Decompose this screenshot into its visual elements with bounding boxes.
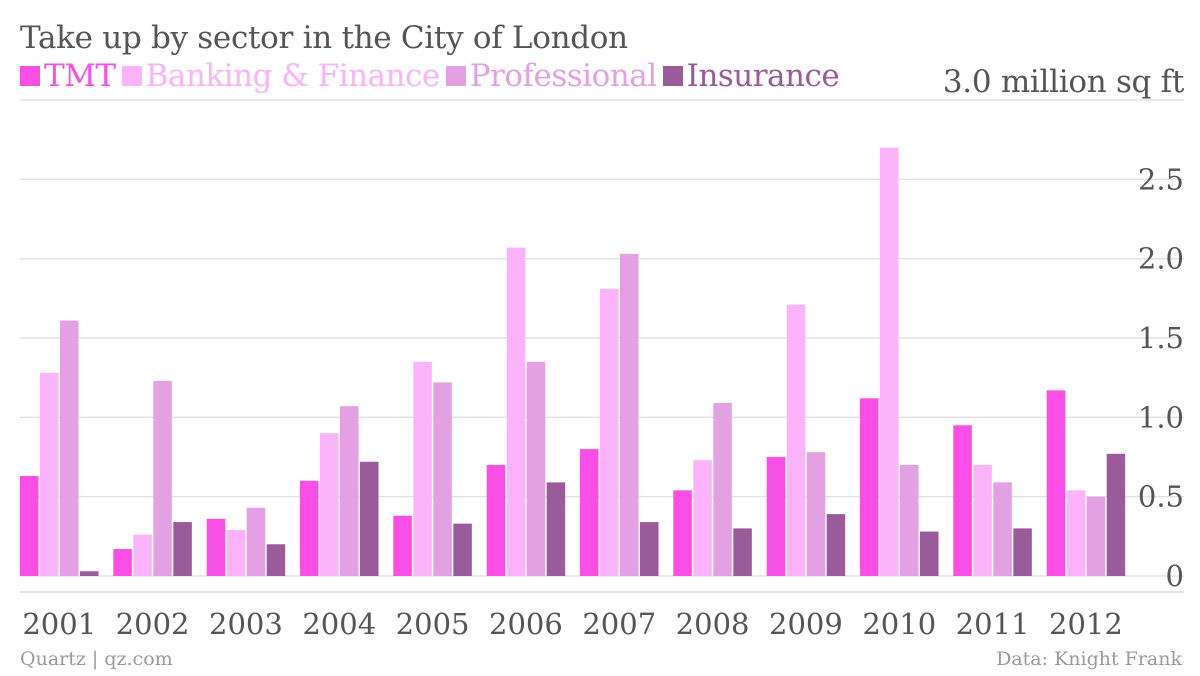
- bar-banking-finance-2012: [1066, 490, 1086, 576]
- bar-tmt-2004: [300, 480, 319, 576]
- bar-banking-finance-2011: [973, 464, 992, 576]
- bar-insurance-2006: [546, 482, 566, 576]
- bar-insurance-2001: [80, 571, 99, 576]
- bar-tmt-2011: [953, 425, 972, 576]
- legend-label-tmt: TMT: [44, 58, 116, 94]
- bar-tmt-2009: [766, 457, 786, 576]
- legend-item-tmt: TMT: [20, 58, 116, 94]
- x-tick-label: 2003: [209, 607, 283, 641]
- bar-banking-finance-2006: [506, 247, 526, 576]
- bar-insurance-2005: [453, 523, 472, 576]
- bar-tmt-2007: [580, 449, 599, 576]
- bar-tmt-2005: [393, 515, 412, 576]
- bar-professional-2012: [1086, 496, 1106, 576]
- bar-professional-2004: [340, 406, 359, 576]
- footer-credit: Quartz | qz.com: [20, 648, 173, 670]
- y-tick-label: 1.0: [1138, 400, 1184, 434]
- y-tick-label: 0.5: [1138, 480, 1184, 514]
- legend-item-insurance: Insurance: [662, 58, 840, 94]
- bar-insurance-2002: [173, 522, 192, 576]
- y-tick-label: 1.5: [1138, 321, 1184, 355]
- bar-professional-2008: [713, 403, 732, 576]
- bar-banking-finance-2004: [320, 433, 339, 576]
- bar-banking-finance-2003: [226, 529, 246, 576]
- bar-banking-finance-2001: [40, 372, 59, 576]
- bar-insurance-2007: [640, 522, 659, 576]
- legend-item-banking-finance: Banking & Finance: [121, 58, 441, 94]
- bar-banking-finance-2009: [786, 304, 806, 576]
- bar-professional-2005: [433, 382, 452, 576]
- x-tick-label: 2002: [116, 607, 190, 641]
- y-axis-unit-label: 3.0 million sq ft: [942, 64, 1184, 100]
- bar-banking-finance-2010: [880, 147, 899, 576]
- x-tick-label: 2001: [22, 607, 96, 641]
- bar-insurance-2012: [1106, 453, 1126, 576]
- legend-swatch-banking-finance: [121, 66, 142, 86]
- bar-banking-finance-2002: [133, 534, 152, 576]
- legend-label-insurance: Insurance: [686, 58, 840, 94]
- bar-tmt-2003: [206, 518, 226, 576]
- bar-tmt-2010: [860, 398, 879, 576]
- legend: TMT Banking & Finance Professional Insur…: [20, 58, 845, 94]
- x-tick-label: 2007: [582, 607, 656, 641]
- bar-professional-2010: [900, 464, 919, 576]
- x-tick-label: 2011: [956, 607, 1030, 641]
- footer-source: Data: Knight Frank: [996, 648, 1182, 670]
- bar-tmt-2001: [20, 476, 39, 576]
- bar-professional-2011: [993, 482, 1012, 576]
- bar-banking-finance-2005: [413, 361, 432, 576]
- legend-swatch-tmt: [20, 66, 40, 86]
- x-tick-label: 2010: [862, 607, 936, 641]
- bar-professional-2002: [153, 380, 172, 576]
- legend-label-professional: Professional: [469, 58, 657, 94]
- bar-insurance-2004: [360, 461, 379, 576]
- bar-professional-2003: [246, 507, 266, 576]
- bar-professional-2001: [60, 320, 79, 576]
- x-tick-label: 2012: [1049, 607, 1123, 641]
- bar-professional-2007: [620, 253, 639, 576]
- bar-banking-finance-2008: [693, 460, 712, 576]
- legend-swatch-insurance: [662, 66, 683, 86]
- x-tick-label: 2009: [769, 607, 843, 641]
- y-tick-label: 2.0: [1138, 242, 1184, 276]
- bar-tmt-2006: [486, 464, 506, 576]
- legend-swatch-professional: [445, 66, 466, 86]
- bar-tmt-2002: [113, 549, 132, 576]
- y-tick-label: 0: [1166, 559, 1184, 593]
- legend-label-banking-finance: Banking & Finance: [145, 58, 441, 94]
- bar-insurance-2003: [266, 544, 286, 576]
- x-tick-label: 2008: [676, 607, 750, 641]
- bar-insurance-2011: [1013, 528, 1032, 576]
- bar-insurance-2008: [733, 528, 752, 576]
- y-tick-label: 2.5: [1138, 162, 1184, 196]
- x-tick-label: 2006: [489, 607, 563, 641]
- bar-tmt-2012: [1046, 390, 1066, 576]
- x-tick-label: 2005: [396, 607, 470, 641]
- x-tick-label: 2004: [302, 607, 376, 641]
- chart-title: Take up by sector in the City of London: [20, 20, 628, 56]
- bar-insurance-2009: [826, 514, 846, 576]
- bar-tmt-2008: [673, 490, 692, 576]
- legend-item-professional: Professional: [445, 58, 657, 94]
- bar-banking-finance-2007: [600, 288, 619, 576]
- bar-professional-2009: [806, 452, 826, 576]
- bar-insurance-2010: [920, 531, 939, 576]
- bar-professional-2006: [526, 361, 546, 576]
